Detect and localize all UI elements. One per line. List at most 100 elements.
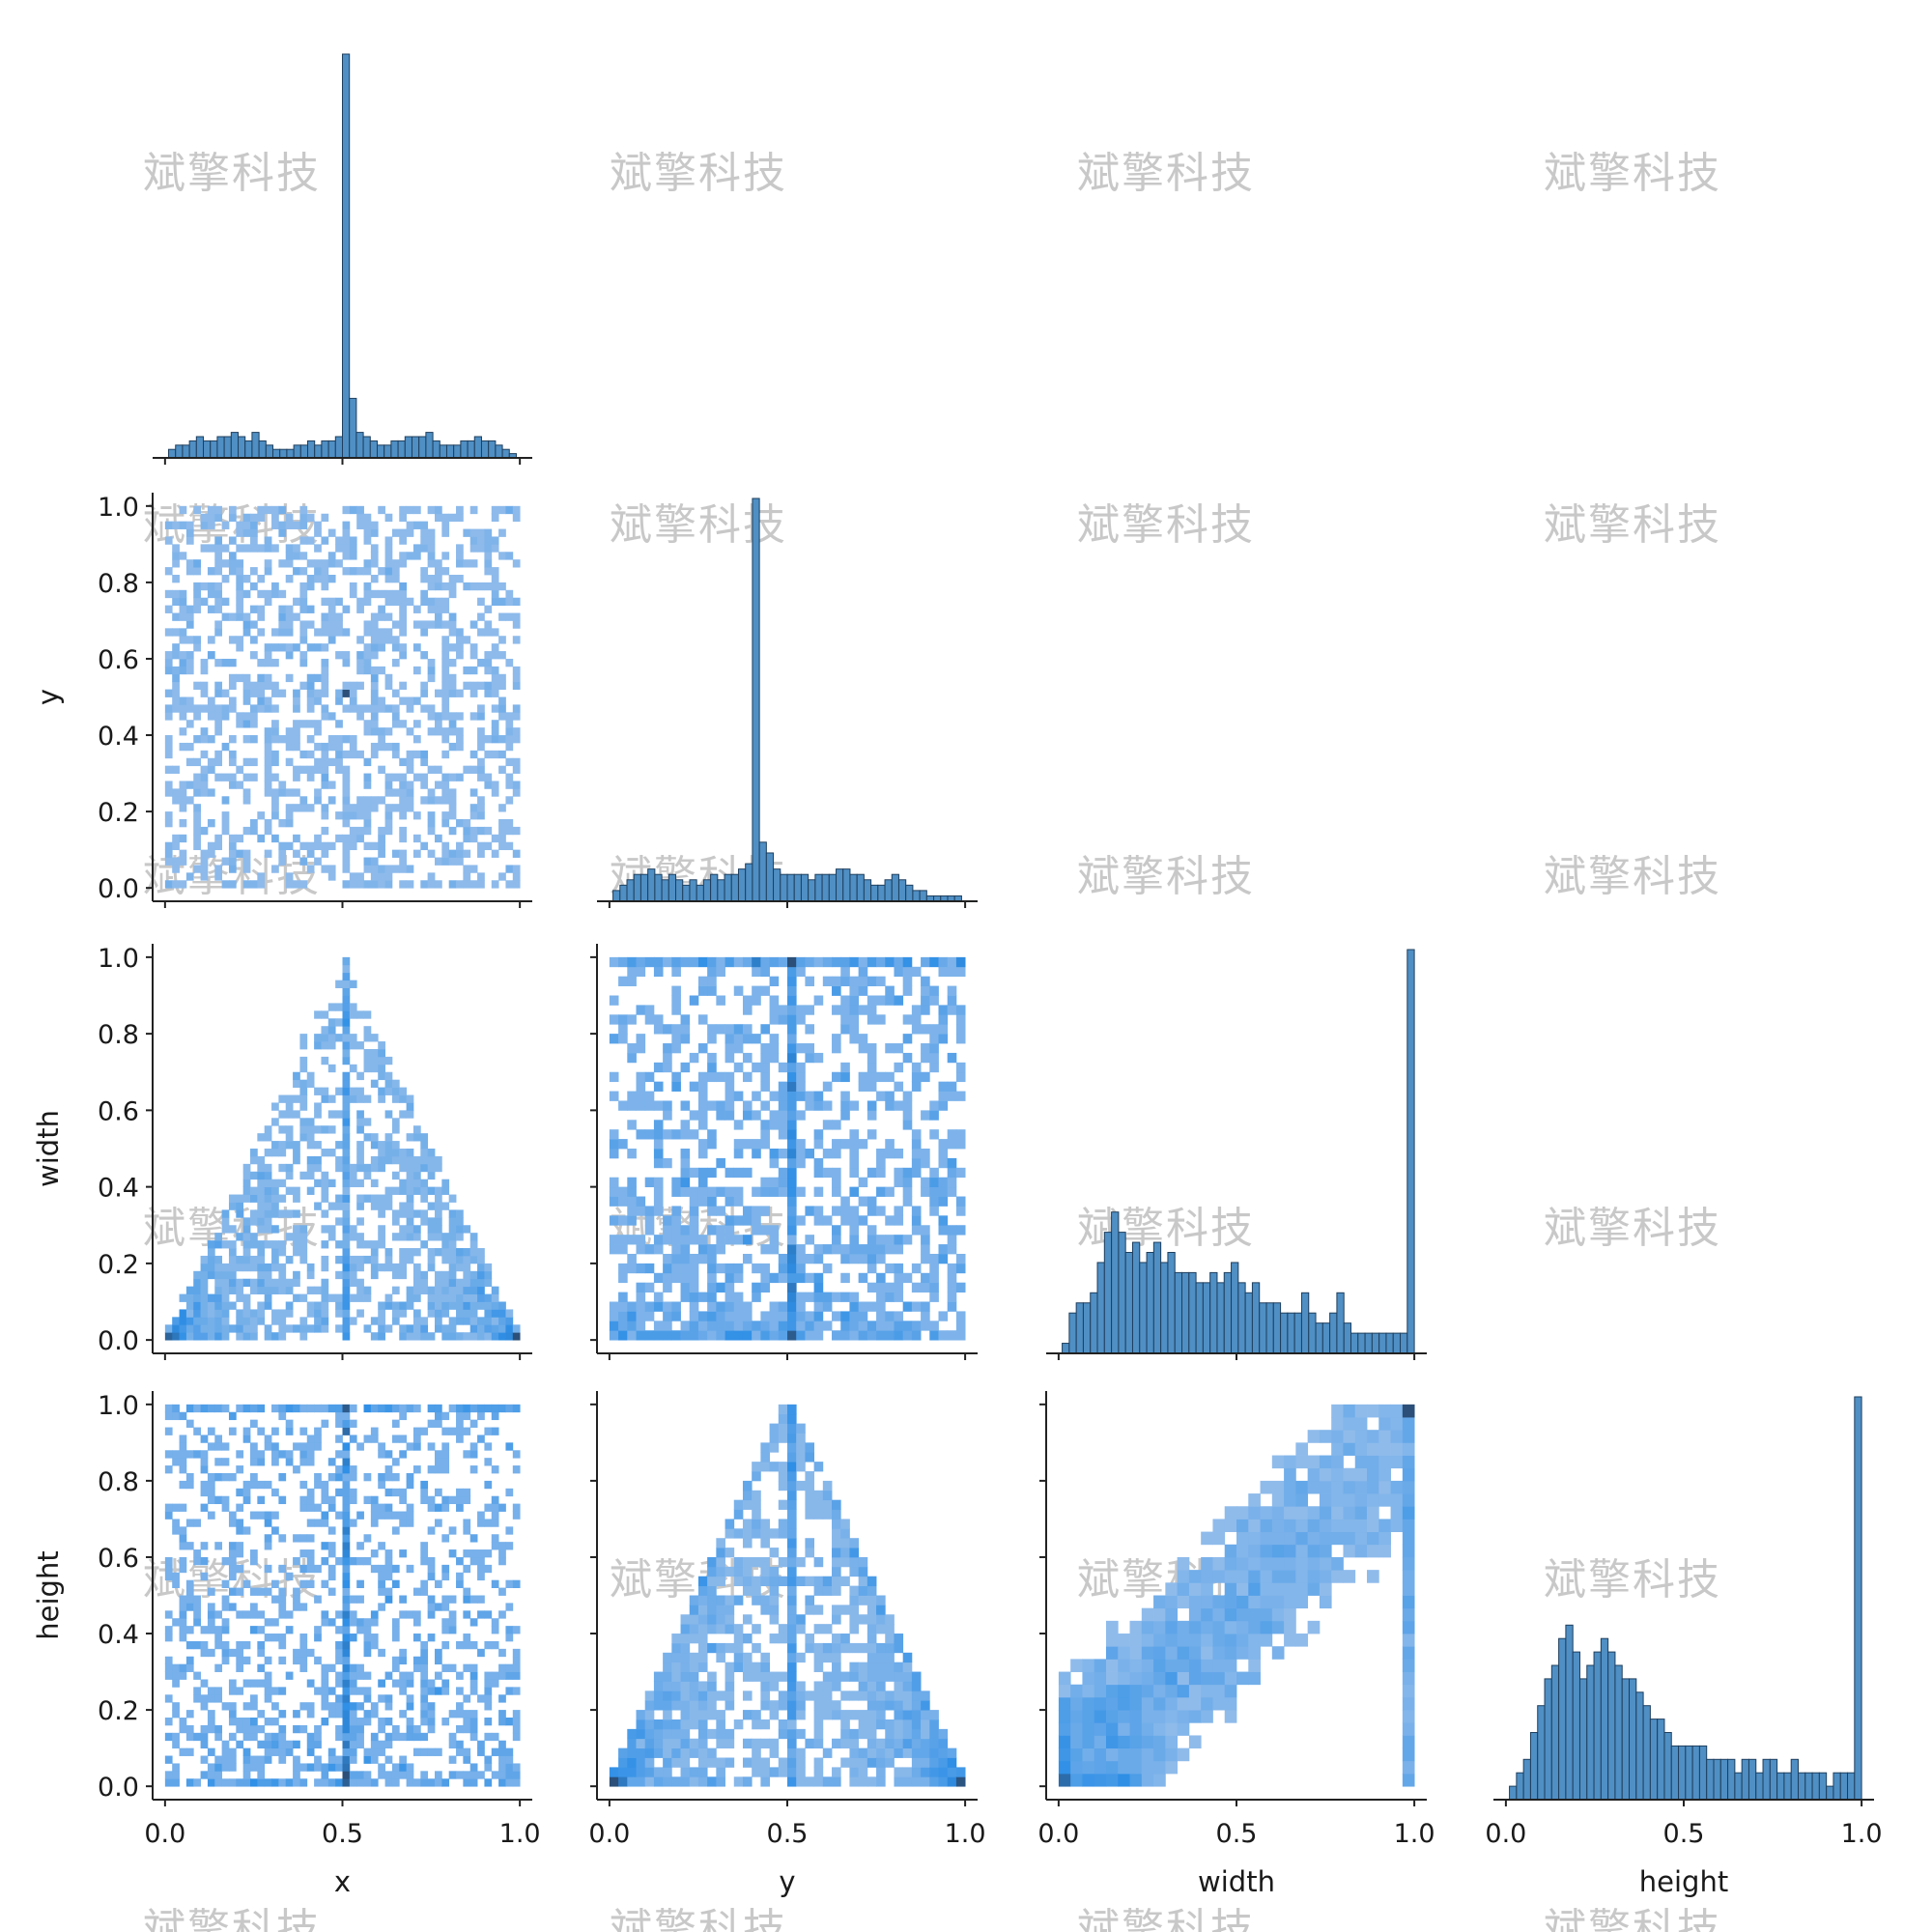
heat-cell	[505, 1317, 514, 1325]
heat-cell	[778, 1330, 788, 1341]
heat-cell	[321, 1778, 329, 1787]
heat-cell	[663, 956, 672, 968]
heat-cell	[1201, 1556, 1213, 1571]
heat-cell	[242, 1225, 251, 1234]
heat-cell	[342, 1579, 351, 1588]
heat-cell	[760, 966, 770, 978]
heat-cell	[370, 720, 379, 728]
heat-cell	[1153, 1722, 1166, 1736]
heat-cell	[456, 1419, 464, 1428]
heat-cell	[867, 1652, 877, 1663]
heat-cell	[840, 1719, 850, 1730]
heat-cell	[434, 605, 442, 613]
heat-cell	[1070, 1684, 1083, 1698]
heat-cell	[285, 1278, 294, 1288]
heat-cell	[271, 1263, 279, 1272]
heat-cell	[477, 742, 485, 752]
heat-cell	[512, 666, 521, 675]
heat-cell	[236, 574, 244, 583]
heat-cell	[271, 1450, 279, 1459]
heat-cell	[752, 1062, 761, 1073]
heat-cell	[285, 552, 294, 560]
heat-cell	[849, 1776, 860, 1787]
heat-cell	[172, 1324, 180, 1333]
heat-cell	[840, 1110, 850, 1121]
heat-cell	[618, 976, 628, 986]
heat-cell	[406, 505, 414, 515]
heat-cell	[164, 1778, 173, 1787]
heat-cell	[278, 1450, 287, 1459]
hist-bar-x-28	[362, 436, 371, 459]
heat-cell	[228, 857, 237, 866]
heat-cell	[787, 1538, 797, 1548]
heat-cell	[1105, 1747, 1119, 1762]
heat-cell	[636, 1244, 646, 1255]
heat-cell	[448, 849, 457, 858]
heat-cell	[420, 1747, 429, 1756]
heat-cell	[420, 1671, 429, 1680]
heat-cell	[434, 712, 442, 721]
heat-cell	[463, 1587, 471, 1596]
heat-cell	[867, 1776, 877, 1787]
heat-cell	[469, 880, 478, 889]
heat-cell	[363, 1240, 372, 1249]
heat-cell	[512, 712, 521, 721]
heat-cell	[278, 1248, 287, 1257]
heat-cell	[342, 1442, 351, 1451]
hist-bar-width-14	[1160, 1262, 1169, 1354]
heat-cell	[653, 966, 664, 978]
heat-cell	[778, 1499, 788, 1510]
heat-cell	[752, 1225, 761, 1236]
heat-cell	[849, 1538, 860, 1548]
heat-cell	[469, 1710, 478, 1719]
heat-cell	[505, 1747, 514, 1756]
heat-cell	[207, 1718, 215, 1726]
heat-cell	[456, 544, 464, 553]
heat-cell	[491, 1626, 499, 1634]
heat-cell	[805, 1480, 815, 1492]
heat-cell	[306, 1710, 315, 1719]
heat-cell	[742, 1480, 753, 1492]
heat-cell	[680, 1120, 691, 1130]
heat-cell	[214, 1458, 223, 1466]
heat-cell	[299, 841, 308, 851]
heat-cell	[264, 1225, 272, 1234]
heat-cell	[724, 1662, 735, 1672]
heat-cell	[420, 1317, 429, 1325]
heat-cell	[406, 1102, 414, 1111]
heat-cell	[236, 643, 244, 652]
heat-cell	[663, 1321, 672, 1331]
y-tick-label-width-3: 0.6	[98, 1096, 139, 1126]
heat-cell	[491, 582, 499, 591]
heat-cell	[448, 582, 457, 591]
heat-cell	[214, 544, 223, 553]
heat-cell	[724, 1301, 735, 1312]
heat-cell	[787, 1225, 797, 1236]
heat-cell	[221, 1472, 230, 1482]
heat-cell	[214, 773, 223, 781]
heat-cell	[384, 1087, 393, 1095]
heat-cell	[448, 1278, 457, 1288]
heat-cell	[867, 1043, 877, 1054]
heat-cell	[689, 1253, 699, 1264]
hist-bar-width-24	[1231, 1262, 1239, 1354]
heat-cell	[427, 1465, 436, 1474]
heat-cell	[172, 681, 180, 690]
heat-cell	[618, 1272, 628, 1284]
heat-cell	[477, 804, 485, 812]
heat-cell	[609, 1091, 619, 1101]
heat-cell	[349, 1732, 357, 1742]
heat-cell	[221, 1579, 230, 1588]
heat-cell	[221, 1286, 230, 1294]
heat-cell	[840, 1538, 850, 1548]
heat-cell	[250, 1603, 258, 1611]
heat-cell	[760, 1206, 770, 1216]
heat-cell	[264, 505, 272, 515]
heat-cell	[264, 819, 272, 828]
heat-cell	[378, 1718, 385, 1726]
heat-cell	[938, 1244, 949, 1255]
heat-cell	[498, 528, 506, 537]
heat-cell	[406, 1511, 414, 1520]
heat-cell	[185, 567, 194, 576]
heat-cell	[822, 1149, 833, 1159]
